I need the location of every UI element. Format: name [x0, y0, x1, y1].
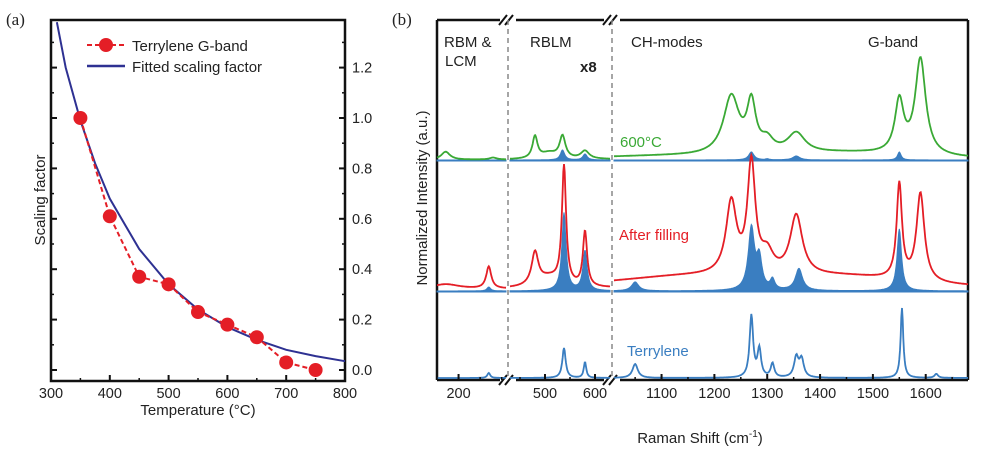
- panel-a-xlabel: Temperature (°C): [140, 402, 255, 419]
- x-tick-label: 500: [533, 386, 557, 402]
- panel-a-label: (a): [6, 10, 25, 29]
- legend-label-fit: Fitted scaling factor: [132, 59, 262, 76]
- spectrum-after-filling: [436, 264, 506, 289]
- data-point: [279, 355, 294, 370]
- axis-break-mark: [602, 14, 612, 26]
- y-tick-label: 0.0: [352, 363, 372, 379]
- panel-a-ticks: 300 400 500 600 700 800 0.0 0.2 0.4 0.6 0.8 1.0 1.2: [39, 41, 372, 402]
- x-tick-label: 600: [583, 386, 607, 402]
- axis-break-mark: [504, 14, 514, 26]
- x-tick-label: 300: [39, 386, 63, 402]
- panel-b-xlabel-main: Raman Shift (cm: [637, 430, 749, 447]
- data-point: [161, 277, 176, 292]
- filled-reference-600c: [509, 149, 611, 162]
- filled-reference-after-filling: [613, 223, 969, 293]
- region-label-lcm: LCM: [445, 53, 477, 70]
- spectrum-600c: [510, 133, 610, 160]
- x-tick-label: 1400: [804, 386, 836, 402]
- spectrum-600c: [613, 55, 969, 158]
- y-tick-label: 0.6: [352, 212, 372, 228]
- axis-break-mark: [602, 374, 612, 386]
- region-label-rbm: RBM &: [444, 34, 492, 51]
- x-tick-label: 1600: [910, 386, 942, 402]
- panel-a-legend: Terrylene G-band Fitted scaling factor: [87, 38, 262, 76]
- series-label-terrylene: Terrylene: [627, 343, 689, 360]
- x-tick-label: 1200: [698, 386, 730, 402]
- panel-b: (b) 200 500 600 1100 1200 1300 1400 1500 1600 RB…: [392, 10, 970, 447]
- spectrum-terrylene: [510, 347, 610, 379]
- y-tick-label: 0.8: [352, 161, 372, 177]
- region-label-rblm: RBLM: [530, 34, 572, 51]
- data-point: [308, 363, 323, 377]
- x-tick-label: 1100: [646, 386, 677, 402]
- x-tick-label: 500: [156, 386, 180, 402]
- region-label-g-band: G-band: [868, 34, 918, 51]
- filled-reference-after-filling: [509, 212, 611, 293]
- region-label-ch-modes: CH-modes: [631, 34, 703, 51]
- y-tick-label: 1.0: [352, 111, 372, 127]
- panel-b-frame: [435, 14, 970, 386]
- filled-reference-600c: [613, 151, 969, 162]
- axis-break-mark: [608, 14, 618, 26]
- region-label-x8: x8: [580, 59, 597, 76]
- x-tick-label: 1500: [857, 386, 889, 402]
- x-tick-label: 600: [215, 386, 239, 402]
- panel-a: (a) 300 400 500 600 700 800 0.0 0.2 0.4 0.6 0.8 1.0…: [6, 10, 372, 419]
- series-label-600c: 600°C: [620, 134, 662, 151]
- data-point: [73, 111, 88, 125]
- panel-b-xlabel-end: ): [758, 430, 763, 447]
- axis-break-mark: [608, 374, 618, 386]
- filled-reference-after-filling: [436, 286, 507, 293]
- panel-b-ticks: 200 500 600 1100 1200 1300 1400 1500 1600: [436, 374, 953, 402]
- y-tick-label: 0.4: [352, 262, 372, 278]
- panel-b-label: (b): [392, 10, 412, 29]
- series-label-after-filling: After filling: [619, 227, 689, 244]
- panel-b-plot-area: [436, 55, 969, 379]
- x-tick-label: 700: [274, 386, 298, 402]
- terrylene-dashed-line: [79, 117, 316, 371]
- y-tick-label: 1.2: [352, 61, 372, 77]
- data-point: [220, 317, 235, 332]
- panel-a-plot-area: [55, 22, 346, 377]
- spectrum-600c: [436, 150, 506, 161]
- y-tick-label: 0.2: [352, 313, 372, 329]
- x-tick-label: 400: [98, 386, 122, 402]
- legend-label-terrylene: Terrylene G-band: [132, 38, 248, 55]
- panel-b-xlabel: Raman Shift (cm-1): [637, 429, 763, 447]
- x-tick-label: 800: [333, 386, 357, 402]
- panel-b-xlabel-sup: -1: [749, 429, 758, 440]
- legend-marker-terrylene: [99, 38, 113, 52]
- data-point: [132, 269, 147, 284]
- spectrum-after-filling: [614, 152, 969, 286]
- axis-break-mark: [498, 14, 508, 26]
- spectrum-terrylene: [437, 371, 506, 379]
- x-tick-label: 1300: [751, 386, 783, 402]
- panel-a-ylabel: Scaling factor: [32, 155, 49, 246]
- axis-break-mark: [504, 374, 514, 386]
- x-tick-label: 200: [446, 386, 470, 402]
- panel-b-ylabel: Normalized Intensity (a.u.): [414, 110, 431, 285]
- data-point: [249, 330, 264, 345]
- spectrum-after-filling: [509, 164, 610, 288]
- spectrum-terrylene: [613, 307, 968, 379]
- axis-break-mark: [498, 374, 508, 386]
- data-point: [102, 209, 117, 224]
- data-point: [191, 305, 205, 320]
